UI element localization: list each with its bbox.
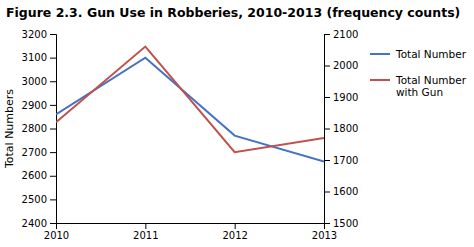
tick-label: 2400 bbox=[22, 218, 47, 229]
tick: 2500 bbox=[22, 194, 56, 205]
tick-mark bbox=[324, 223, 330, 224]
legend-label: Total Number bbox=[395, 48, 467, 60]
tick: 2700 bbox=[22, 147, 56, 158]
tick-label: 2800 bbox=[22, 123, 47, 134]
tick-mark bbox=[324, 129, 330, 130]
tick: 2400 bbox=[22, 218, 56, 229]
tick: 1900 bbox=[324, 92, 358, 103]
legend-label: Total Numberwith Gun bbox=[395, 74, 467, 99]
tick-label: 3100 bbox=[22, 52, 47, 63]
tick: 3200 bbox=[22, 29, 56, 40]
axis-line bbox=[325, 35, 331, 224]
tick-label: 2000 bbox=[333, 60, 358, 71]
line bbox=[56, 58, 324, 162]
tick-label: 2010 bbox=[44, 230, 69, 241]
tick: 2100 bbox=[324, 29, 358, 40]
tick-label: 2900 bbox=[22, 100, 47, 111]
tick-mark bbox=[50, 223, 56, 224]
y-axis-label: Total Numbers bbox=[3, 89, 16, 169]
chart: Figure 2.3. Gun Use in Robberies, 2010-2… bbox=[0, 0, 474, 247]
y2-axis: 1500 1600 1700 1800 1900 2000 2100 bbox=[324, 29, 358, 229]
legend-label-line: with Gun bbox=[396, 86, 443, 98]
tick: 1500 bbox=[324, 218, 358, 229]
tick: 2000 bbox=[324, 60, 358, 71]
legend-swatch bbox=[370, 79, 390, 81]
tick-label: 3200 bbox=[22, 29, 47, 40]
tick-mark bbox=[324, 97, 330, 98]
tick-mark bbox=[50, 129, 56, 130]
tick: 3000 bbox=[22, 76, 56, 87]
tick-mark bbox=[324, 160, 330, 161]
tick: 2011 bbox=[133, 223, 158, 241]
legend-item: Total Number bbox=[370, 48, 467, 60]
y-axis: 2400 2500 2600 2700 2800 2900 3000 3100 3200 bbox=[22, 29, 57, 229]
legend: Total NumberTotal Numberwith Gun bbox=[370, 48, 467, 99]
tick-mark bbox=[324, 192, 330, 193]
tick-label: 1800 bbox=[333, 123, 358, 134]
tick-mark bbox=[50, 81, 56, 82]
tick-mark bbox=[50, 176, 56, 177]
legend-label-line: Total Number bbox=[395, 74, 467, 86]
tick-label: 1700 bbox=[333, 155, 358, 166]
axis-line bbox=[57, 224, 325, 230]
tick: 2010 bbox=[44, 223, 69, 241]
tick-label: 3000 bbox=[22, 76, 47, 87]
tick-mark bbox=[50, 34, 56, 35]
tick-label: 2100 bbox=[333, 29, 358, 40]
tick: 2600 bbox=[22, 170, 56, 181]
tick: 1600 bbox=[324, 186, 358, 197]
legend-swatch bbox=[370, 53, 390, 55]
tick: 2012 bbox=[222, 223, 247, 241]
legend-label-line: Total Number bbox=[395, 48, 467, 60]
tick-mark bbox=[50, 152, 56, 153]
tick: 1800 bbox=[324, 123, 358, 134]
tick-mark bbox=[50, 199, 56, 200]
plot: 2010 2011 2012 2013 2400 2500 2600 2700 2800 2900… bbox=[22, 29, 359, 241]
line bbox=[56, 47, 324, 153]
tick-mark bbox=[324, 34, 330, 35]
tick-label: 1500 bbox=[333, 218, 358, 229]
series-group bbox=[56, 47, 324, 162]
tick-label: 2012 bbox=[222, 230, 247, 241]
tick: 3100 bbox=[22, 52, 56, 63]
tick-mark bbox=[50, 58, 56, 59]
title: Figure 2.3. Gun Use in Robberies, 2010-2… bbox=[6, 5, 460, 20]
tick-mark bbox=[145, 223, 146, 229]
tick-mark bbox=[235, 223, 236, 229]
tick: 2900 bbox=[22, 100, 56, 111]
tick-label: 2600 bbox=[22, 170, 47, 181]
tick: 2800 bbox=[22, 123, 56, 134]
tick: 1700 bbox=[324, 155, 358, 166]
tick-mark bbox=[50, 105, 56, 106]
legend-item: Total Numberwith Gun bbox=[370, 74, 467, 99]
tick-label: 2700 bbox=[22, 147, 47, 158]
x-axis: 2010 2011 2012 2013 bbox=[44, 223, 337, 241]
tick-label: 1600 bbox=[333, 186, 358, 197]
tick-label: 1900 bbox=[333, 92, 358, 103]
tick-label: 2011 bbox=[133, 230, 158, 241]
tick-mark bbox=[324, 66, 330, 67]
tick-label: 2500 bbox=[22, 194, 47, 205]
axis-line bbox=[50, 35, 57, 224]
tick-label: 2013 bbox=[312, 230, 337, 241]
